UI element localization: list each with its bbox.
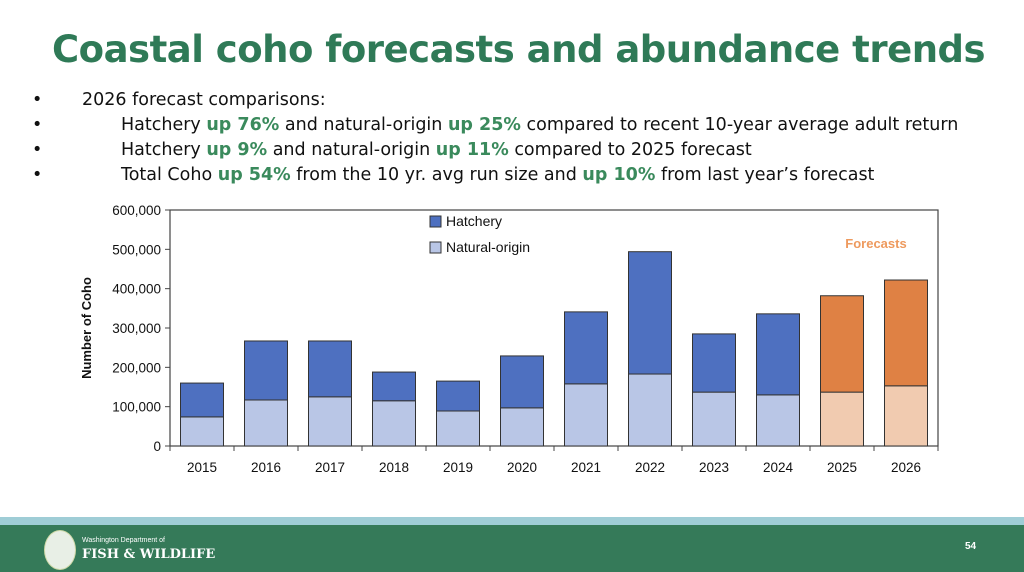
bullet-list: 2026 forecast comparisons: Hatchery up 7… <box>32 88 958 188</box>
bullet-sub-3: Total Coho up 54% from the 10 yr. avg ru… <box>32 163 958 188</box>
bar-natural-origin-2024 <box>756 394 800 447</box>
legend-swatch-natural-origin <box>429 241 442 254</box>
legend-swatch-hatchery <box>429 215 442 228</box>
bar-hatchery-2015 <box>180 382 224 418</box>
x-tick-label: 2025 <box>827 460 857 475</box>
footer-stripe <box>0 517 1024 525</box>
x-tick-label: 2017 <box>315 460 345 475</box>
x-tick-label: 2023 <box>699 460 729 475</box>
x-tick-label: 2020 <box>507 460 537 475</box>
bar-natural-origin-2019 <box>436 410 480 447</box>
bar-hatchery-2016 <box>244 340 288 401</box>
y-axis-label: Number of Coho <box>79 277 94 379</box>
bar-natural-origin-2016 <box>244 399 288 447</box>
y-tick-label: 0 <box>153 439 161 454</box>
x-tick-label: 2015 <box>187 460 217 475</box>
y-tick-label: 300,000 <box>112 321 161 336</box>
bar-hatchery-2025 <box>820 295 864 393</box>
x-tick-label: 2018 <box>379 460 409 475</box>
wdfw-logo-icon <box>44 530 76 570</box>
x-tick-label: 2019 <box>443 460 473 475</box>
bar-natural-origin-2020 <box>500 407 544 447</box>
bar-hatchery-2017 <box>308 340 352 398</box>
stacked-bar-chart: 0 100,000 200,000 300,000 400,000 500,000 600,… <box>79 203 939 475</box>
bar-hatchery-2022 <box>628 251 672 375</box>
org-name-line2: FISH & WILDLIFE <box>82 547 216 562</box>
legend-label: Natural-origin <box>446 239 530 255</box>
x-tick-label: 2022 <box>635 460 665 475</box>
y-tick-label: 100,000 <box>112 400 161 415</box>
x-tick-label: 2024 <box>763 460 794 475</box>
bar-natural-origin-2023 <box>692 391 736 447</box>
org-name-line1: Washington Department of <box>82 537 166 544</box>
bar-hatchery-2026 <box>884 279 928 387</box>
y-tick-label: 600,000 <box>112 203 161 218</box>
footer: Washington Department of FISH & WILDLIFE… <box>0 525 1024 572</box>
bar-natural-origin-2017 <box>308 396 352 447</box>
slide-title: Coastal coho forecasts and abundance tre… <box>52 28 986 71</box>
x-tick-label: 2016 <box>251 460 281 475</box>
forecasts-annotation: Forecasts <box>845 236 906 251</box>
bar-natural-origin-2018 <box>372 400 416 447</box>
bullet-sub-1: Hatchery up 76% and natural-origin up 25… <box>32 113 958 138</box>
bar-natural-origin-2025 <box>820 391 864 447</box>
y-tick-label: 200,000 <box>112 360 161 375</box>
bar-hatchery-2019 <box>436 380 480 412</box>
bullet-main: 2026 forecast comparisons: <box>32 88 958 113</box>
bar-hatchery-2020 <box>500 355 544 409</box>
page-number: 54 <box>965 541 977 552</box>
bar-natural-origin-2026 <box>884 385 928 447</box>
bar-natural-origin-2022 <box>628 373 672 447</box>
y-tick-label: 400,000 <box>112 282 161 297</box>
bar-natural-origin-2015 <box>180 416 224 447</box>
bar-hatchery-2024 <box>756 313 800 396</box>
x-tick-label: 2026 <box>891 460 921 475</box>
bar-natural-origin-2021 <box>564 383 608 447</box>
legend-label: Hatchery <box>446 213 502 229</box>
bar-hatchery-2021 <box>564 311 608 385</box>
bullet-sub-2: Hatchery up 9% and natural-origin up 11%… <box>32 138 958 163</box>
bar-hatchery-2023 <box>692 333 736 393</box>
bar-hatchery-2018 <box>372 371 416 402</box>
x-tick-label: 2021 <box>571 460 601 475</box>
y-tick-label: 500,000 <box>112 242 161 257</box>
